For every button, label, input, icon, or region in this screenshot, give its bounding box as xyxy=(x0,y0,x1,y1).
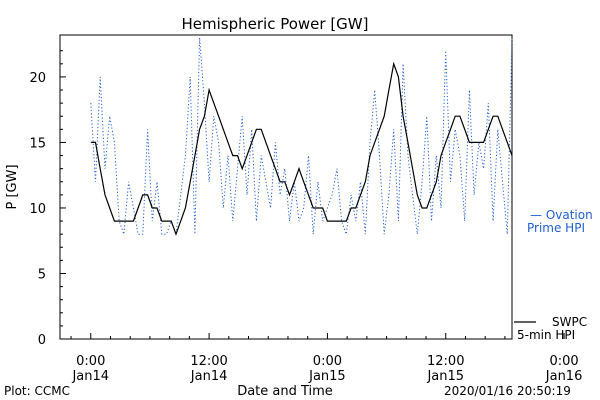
x-axis-label: Date and Time xyxy=(237,384,333,399)
plot-frame xyxy=(59,34,513,340)
series-swpc-line xyxy=(90,61,513,236)
footer-right: 2020/01/16 20:50:19 xyxy=(444,384,571,398)
x-tick-label-date: Jan14 xyxy=(190,369,228,384)
legend-swpc-label-2: 5-min HPI xyxy=(517,328,575,342)
x-tick-label-date: Jan14 xyxy=(71,369,109,384)
x-tick-label-time: 0:00 xyxy=(76,354,105,369)
legend-ovation-label: — Ovation xyxy=(530,208,593,222)
chart-title: Hemispheric Power [GW] xyxy=(182,15,369,33)
legend-swpc-label: SWPC xyxy=(552,315,587,329)
legend-ovation-label-2: Prime HPI xyxy=(527,221,585,235)
y-tick-label: 0 xyxy=(38,333,46,348)
series-ovation-line xyxy=(90,37,513,235)
x-tick-label-date: Jan15 xyxy=(308,369,346,384)
series-layer xyxy=(90,37,513,236)
x-tick-label-date: Jan16 xyxy=(545,369,583,384)
y-tick-label: 10 xyxy=(29,202,46,217)
x-tick-label-time: 12:00 xyxy=(427,354,464,369)
x-tick-label-time: 0:00 xyxy=(549,354,578,369)
y-tick-label: 20 xyxy=(29,71,46,86)
axis-ticks: 051015200:00Jan1412:00Jan140:00Jan1512:0… xyxy=(29,50,583,384)
x-tick-label-date: Jan15 xyxy=(426,369,464,384)
y-axis-label: P [GW] xyxy=(5,164,20,209)
x-tick-label-time: 12:00 xyxy=(190,354,227,369)
y-tick-label: 15 xyxy=(29,136,46,151)
y-tick-label: 5 xyxy=(38,267,46,282)
x-tick-label-time: 0:00 xyxy=(313,354,342,369)
footer-left: Plot: CCMC xyxy=(4,384,70,398)
